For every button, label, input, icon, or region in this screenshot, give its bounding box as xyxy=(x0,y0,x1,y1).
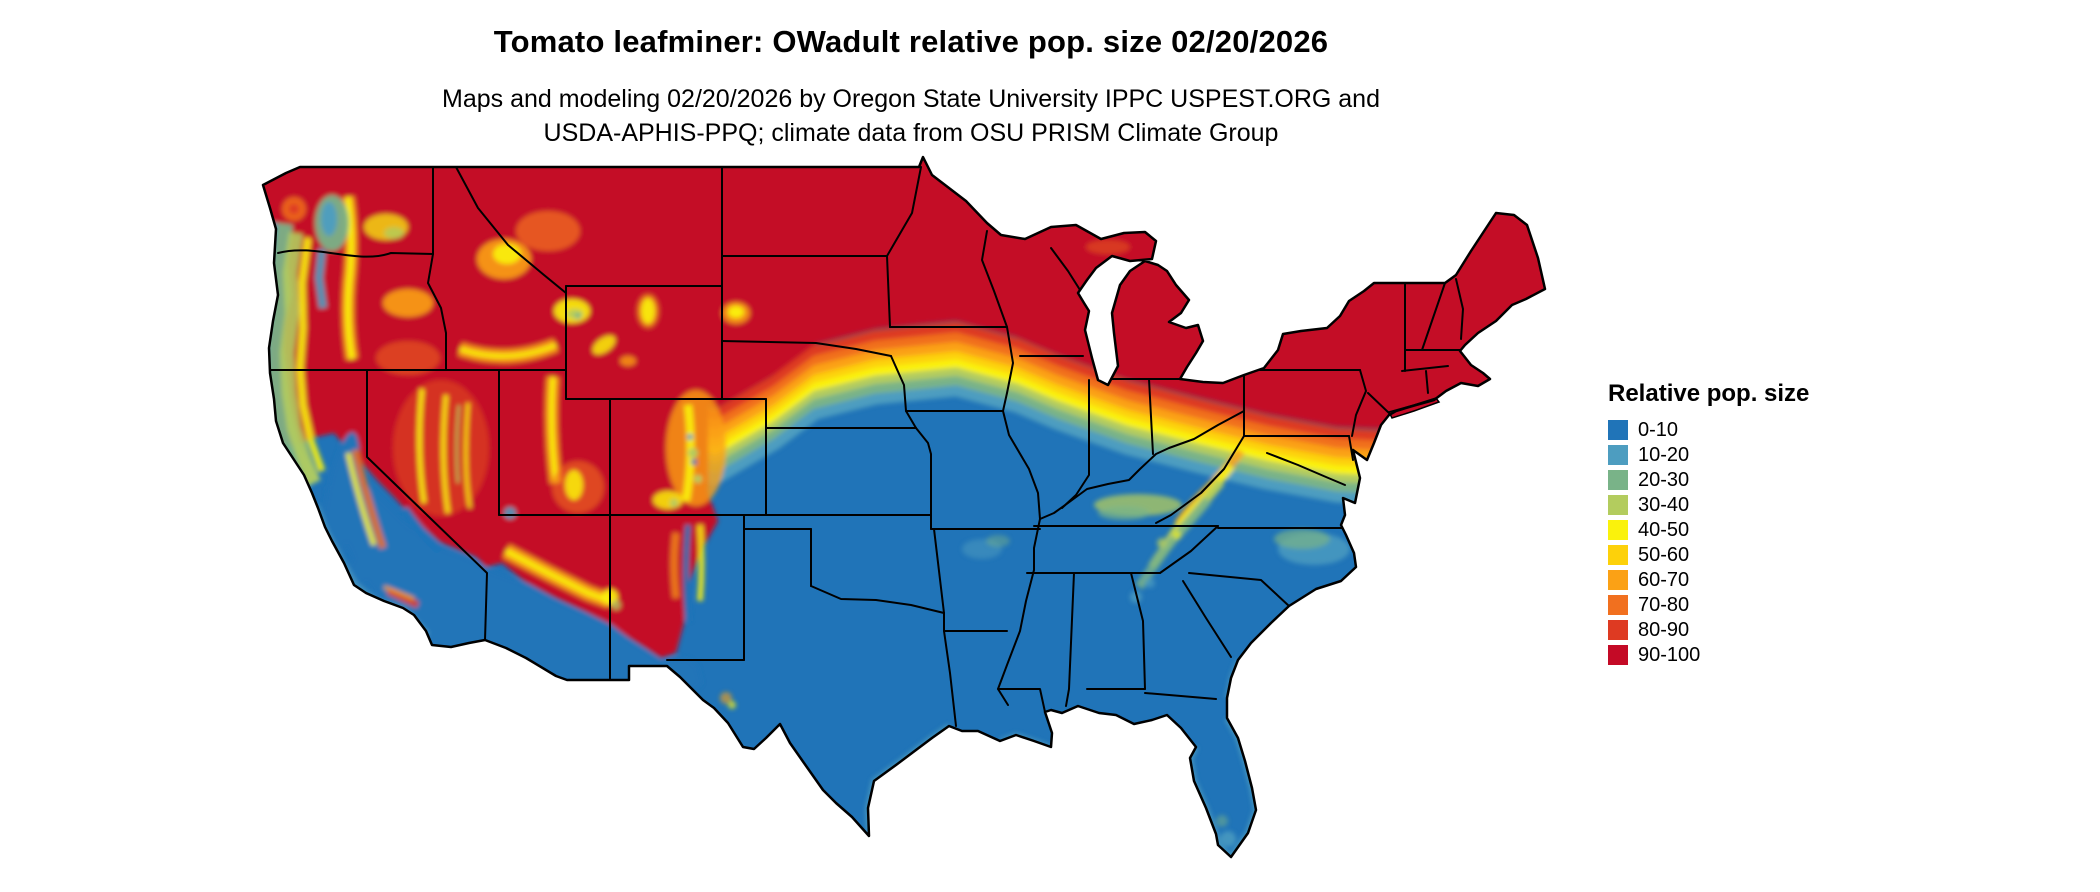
legend-swatch xyxy=(1608,420,1628,440)
subtitle-line-1: Maps and modeling 02/20/2026 by Oregon S… xyxy=(442,85,1380,113)
legend-swatch xyxy=(1608,570,1628,590)
legend-swatch xyxy=(1608,645,1628,665)
legend-items: 0-10 10-20 20-30 30-40 40-50 50-60 60-70 xyxy=(1608,420,1809,665)
us-choropleth-map xyxy=(261,155,1547,859)
state-borders xyxy=(268,166,1464,727)
legend-item: 0-10 xyxy=(1608,420,1809,440)
legend-swatch xyxy=(1608,470,1628,490)
legend: Relative pop. size 0-10 10-20 20-30 30-4… xyxy=(1608,380,1809,670)
legend-swatch xyxy=(1608,495,1628,515)
legend-item: 60-70 xyxy=(1608,570,1809,590)
legend-label: 80-90 xyxy=(1638,619,1690,641)
map-subtitle: Maps and modeling 02/20/2026 by Oregon S… xyxy=(0,82,1822,150)
legend-label: 0-10 xyxy=(1638,419,1679,441)
map-title: Tomato leafminer: OWadult relative pop. … xyxy=(493,24,1329,59)
us-map-outline xyxy=(261,155,1547,859)
raster-red-west xyxy=(263,157,718,658)
legend-label: 50-60 xyxy=(1638,544,1690,566)
raster-west-detail xyxy=(263,195,750,709)
legend-item: 90-100 xyxy=(1608,645,1809,665)
legend-swatch xyxy=(1608,545,1628,565)
legend-title: Relative pop. size xyxy=(1608,380,1810,407)
legend-swatch xyxy=(1608,620,1628,640)
legend-item: 30-40 xyxy=(1608,495,1809,515)
legend-label: 60-70 xyxy=(1638,569,1690,591)
legend-label: 10-20 xyxy=(1638,444,1690,466)
legend-label: 90-100 xyxy=(1638,644,1701,666)
legend-item: 70-80 xyxy=(1608,595,1809,615)
legend-label: 40-50 xyxy=(1638,519,1690,541)
legend-swatch xyxy=(1608,520,1628,540)
legend-swatch xyxy=(1608,595,1628,615)
legend-item: 10-20 xyxy=(1608,445,1809,465)
legend-item: 40-50 xyxy=(1608,520,1809,540)
population-raster xyxy=(263,157,1545,857)
legend-item: 80-90 xyxy=(1608,620,1809,640)
map-area xyxy=(256,153,1566,885)
legend-item: 20-30 xyxy=(1608,470,1809,490)
legend-item: 50-60 xyxy=(1608,545,1809,565)
legend-label: 70-80 xyxy=(1638,594,1690,616)
legend-label: 20-30 xyxy=(1638,469,1690,491)
legend-label: 30-40 xyxy=(1638,494,1690,516)
subtitle-line-2: USDA-APHIS-PPQ; climate data from OSU PR… xyxy=(543,119,1279,147)
transition-band xyxy=(263,322,1545,515)
legend-swatch xyxy=(1608,445,1628,465)
